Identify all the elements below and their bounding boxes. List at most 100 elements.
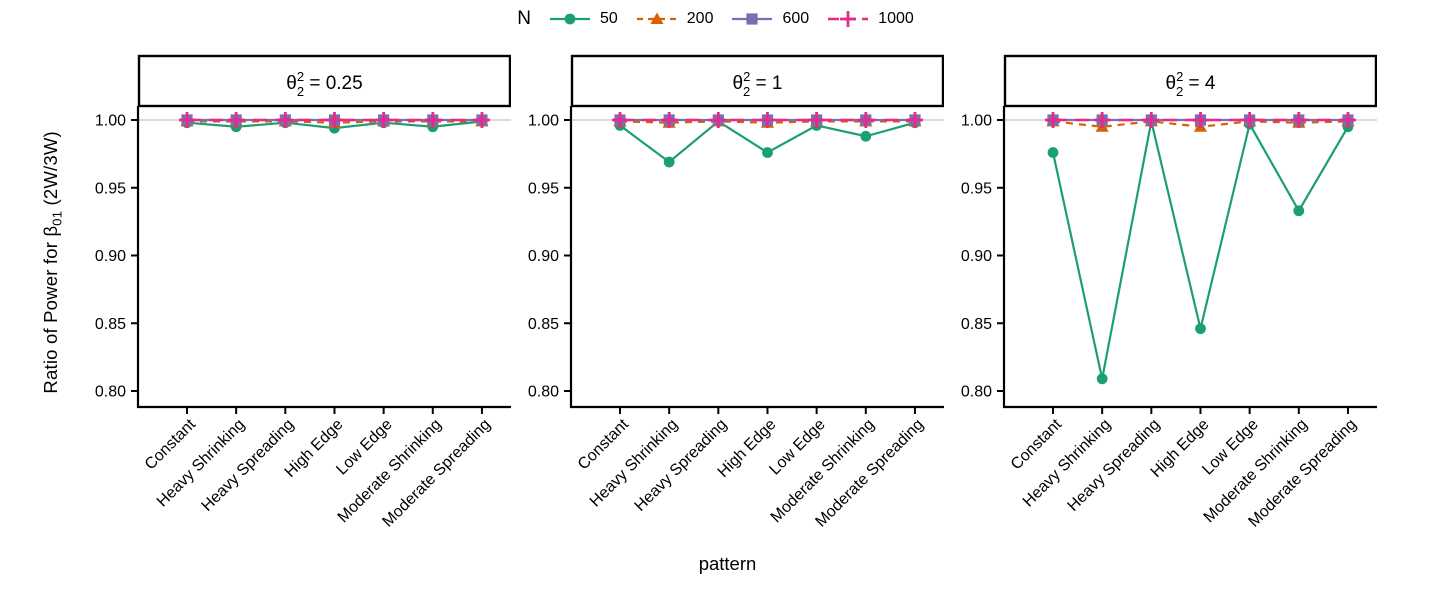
legend-entry-1000: 1000 <box>825 8 914 30</box>
legend-label-50: 50 <box>599 10 618 27</box>
facets-container: θ2 2 = 0.25 1.00 0.95 0.90 0.85 0.80 Constant He… <box>78 47 1377 547</box>
series-1000 <box>1045 112 1356 128</box>
data-point-1000-2 <box>710 112 727 128</box>
legend-entry-600: 600 <box>729 8 809 30</box>
data-point-1000-3 <box>1192 112 1209 128</box>
y-tick-label: 0.90 <box>528 248 559 265</box>
y-tick-label: 0.80 <box>528 384 559 401</box>
legend-label-200: 200 <box>686 10 714 27</box>
data-point-50-5 <box>860 130 872 142</box>
y-axis-title-text: Ratio of Power for β01 (2W/3W) <box>40 131 65 393</box>
triangle-marker-icon <box>650 12 664 24</box>
data-point-50-0 <box>1047 147 1059 158</box>
y-tick-label: 0.90 <box>95 248 126 265</box>
series-line-50 <box>1051 121 1349 380</box>
facet-strip <box>570 54 944 108</box>
x-tick-label: Heavy Spreading <box>199 416 298 515</box>
data-point-1000-2 <box>277 112 294 128</box>
theta-symbol: θ <box>1166 73 1177 94</box>
y-tick-label: 0.95 <box>528 180 559 197</box>
data-point-1000-4 <box>808 112 825 128</box>
x-axis-title: pattern <box>698 553 757 574</box>
legend-sample-50 <box>549 13 590 25</box>
x-tick-label: Heavy Spreading <box>1065 416 1164 515</box>
theta-sup: 2 <box>1176 69 1183 84</box>
legend-label-600: 600 <box>782 10 810 27</box>
data-point-50-5 <box>1293 205 1305 217</box>
data-point-1000-3 <box>759 112 776 128</box>
x-tick-label: Heavy Shrinking <box>154 416 248 510</box>
data-point-50-1 <box>663 156 675 168</box>
strip-title-value: = 0.25 <box>304 73 363 94</box>
data-point-1000-6 <box>1339 112 1356 128</box>
theta-sub: 2 <box>297 84 304 99</box>
x-tick-label-group: Heavy Spreading <box>199 416 298 515</box>
y-tick-label: 0.90 <box>961 248 992 265</box>
facet-strip-title: θ2 2 = 1 <box>733 69 783 99</box>
facet-strip <box>137 54 511 108</box>
data-point-1000-4 <box>1241 112 1258 128</box>
legend-sample-200 <box>636 12 677 24</box>
y-tick-label: 1.00 <box>961 113 992 130</box>
x-tick-label: Heavy Shrinking <box>587 416 681 510</box>
data-point-50-3 <box>1195 323 1206 335</box>
data-point-1000-6 <box>906 112 923 128</box>
series-1000 <box>612 112 923 128</box>
legend-sample-600 <box>732 13 773 25</box>
y-tick-label: 0.80 <box>95 384 126 401</box>
x-tick-label-group: Heavy Spreading <box>1065 416 1164 515</box>
data-point-1000-1 <box>228 112 245 128</box>
y-axis-title: Ratio of Power for β01 (2W/3W) <box>26 47 78 477</box>
data-point-1000-2 <box>1143 112 1160 128</box>
beta-subscript: 01 <box>49 210 65 226</box>
x-tick-label-group: Heavy Spreading <box>632 416 731 515</box>
theta-sup: 2 <box>297 69 304 84</box>
square-marker-icon <box>746 13 759 25</box>
facet-strip <box>1003 54 1377 108</box>
y-tick-label: 1.00 <box>528 113 559 130</box>
legend-sample-1000 <box>828 11 869 27</box>
data-point-1000-1 <box>661 112 678 128</box>
x-tick-label: Heavy Spreading <box>632 416 731 515</box>
y-tick-label: 1.00 <box>95 113 126 130</box>
beta-symbol: β <box>39 225 61 237</box>
y-tick-label: 0.95 <box>95 180 126 197</box>
data-point-1000-0 <box>1045 112 1061 128</box>
series-1000 <box>179 112 490 128</box>
circle-marker-icon <box>564 13 576 25</box>
data-point-1000-5 <box>1290 112 1307 128</box>
legend-entry-50: 50 <box>547 8 618 30</box>
data-point-1000-4 <box>375 112 392 128</box>
x-tick-label-group: Heavy Shrinking <box>154 416 248 510</box>
theta-symbol: θ <box>286 73 297 94</box>
facet-strip-title: θ2 2 = 0.25 <box>286 69 362 99</box>
y-tick-label: 0.95 <box>961 180 992 197</box>
data-point-1000-3 <box>326 112 343 128</box>
legend: N 50 200 600 1000 <box>0 0 1431 33</box>
facet-0: θ2 2 = 0.251.000.950.900.850.80ConstantHe… <box>95 54 511 531</box>
series-50 <box>1047 115 1354 385</box>
legend-entry-200: 200 <box>634 8 714 30</box>
legend-label-1000: 1000 <box>878 10 914 27</box>
y-title-suffix: (2W/3W) <box>39 130 61 211</box>
x-tick-label: Heavy Shrinking <box>1020 416 1114 510</box>
theta-sub: 2 <box>743 84 750 99</box>
strip-title-value: = 1 <box>750 73 782 94</box>
y-title-prefix: Ratio of Power for <box>39 236 61 394</box>
facet-strip-title: θ2 2 = 4 <box>1166 69 1216 99</box>
x-tick-label-group: Heavy Shrinking <box>1020 416 1114 510</box>
y-tick-label: 0.85 <box>961 316 992 333</box>
strip-title-value: = 4 <box>1183 73 1216 94</box>
data-point-50-1 <box>1096 373 1108 385</box>
legend-entries: 50 200 600 1000 <box>547 8 914 30</box>
plus-marker-icon <box>840 11 857 27</box>
data-point-1000-0 <box>179 112 195 128</box>
y-tick-label: 0.85 <box>528 316 559 333</box>
x-tick-label-group: Heavy Shrinking <box>587 416 681 510</box>
y-tick-label: 0.80 <box>961 384 992 401</box>
theta-sup: 2 <box>743 69 750 84</box>
chart-row: Ratio of Power for β01 (2W/3W) θ2 2 = 0.2… <box>26 47 1431 547</box>
data-point-50-3 <box>762 147 773 158</box>
theta-sub: 2 <box>1176 84 1183 99</box>
